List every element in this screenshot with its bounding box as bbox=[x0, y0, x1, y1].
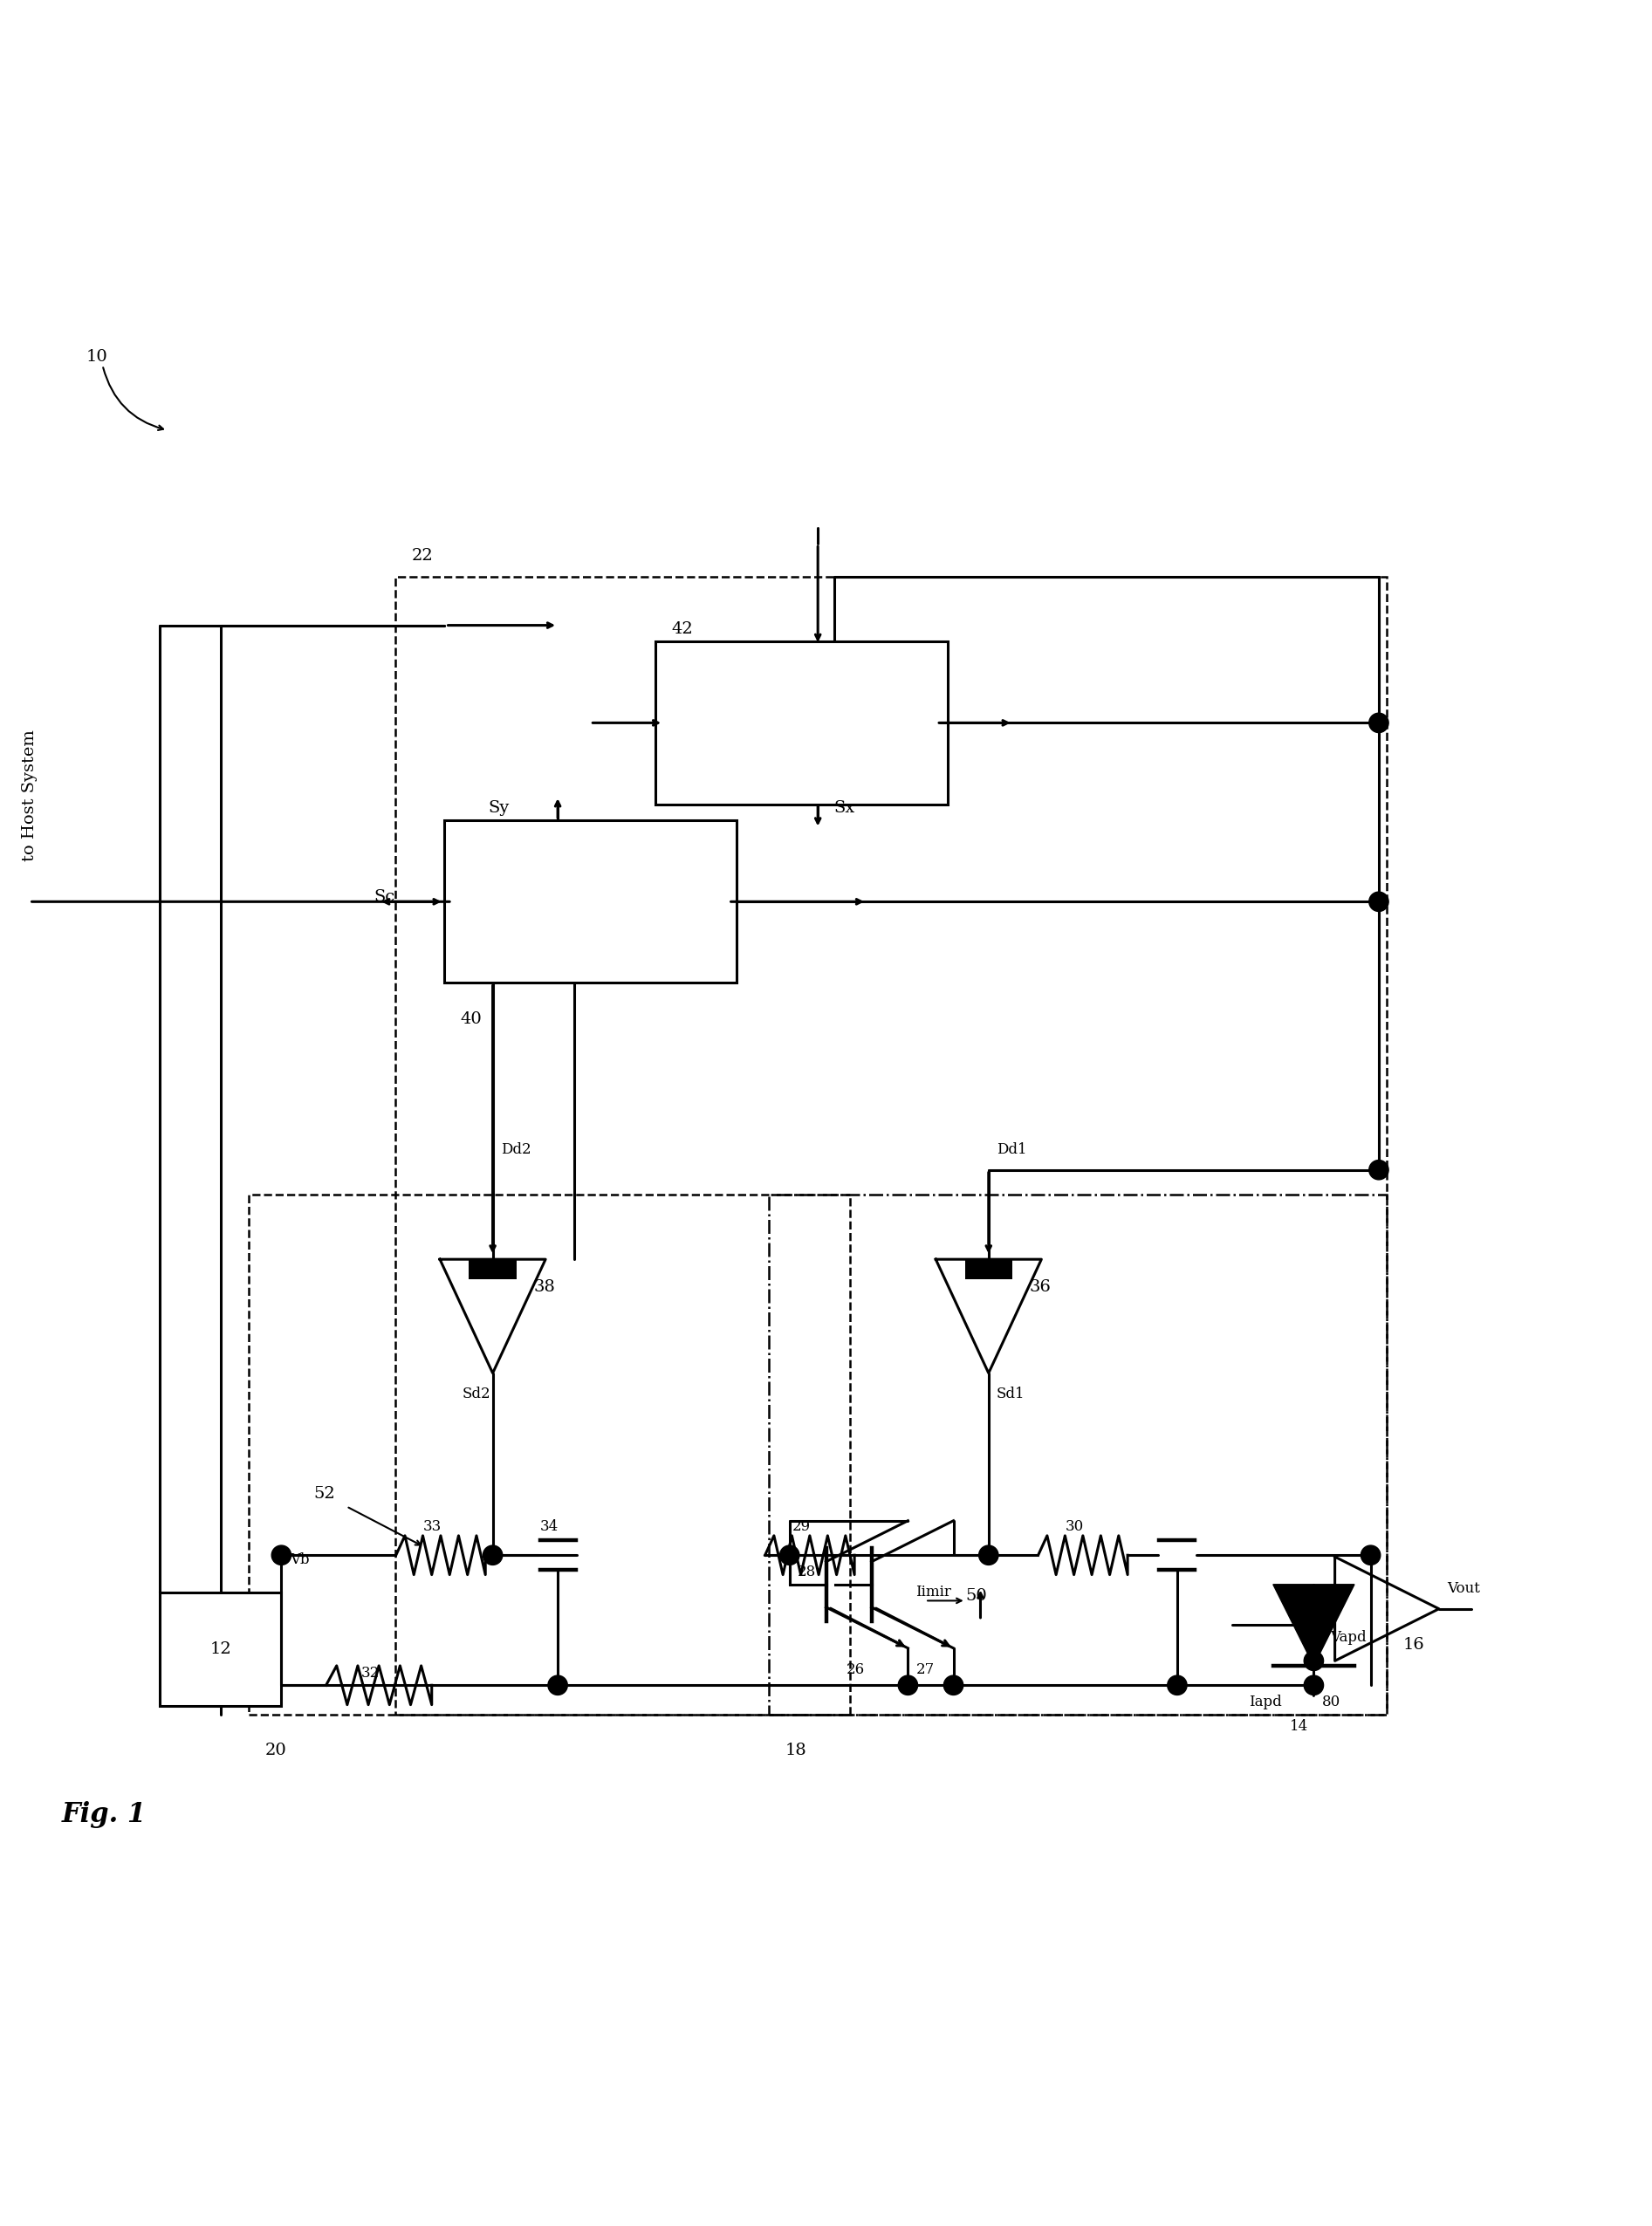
Text: 52: 52 bbox=[314, 1487, 335, 1503]
Text: Dd2: Dd2 bbox=[501, 1142, 530, 1158]
Text: 16: 16 bbox=[1403, 1638, 1424, 1654]
Text: 27: 27 bbox=[915, 1663, 935, 1678]
Circle shape bbox=[1361, 1545, 1381, 1565]
Text: Iimir: Iimir bbox=[915, 1585, 952, 1598]
Text: 80: 80 bbox=[1322, 1694, 1340, 1710]
Text: 20: 20 bbox=[264, 1743, 287, 1759]
Text: 26: 26 bbox=[846, 1663, 864, 1678]
Text: 38: 38 bbox=[534, 1280, 555, 1296]
Circle shape bbox=[1303, 1652, 1323, 1670]
Text: Fig. 1: Fig. 1 bbox=[61, 1801, 147, 1828]
Bar bbox=[656, 641, 948, 804]
Text: 10: 10 bbox=[86, 349, 107, 365]
Text: 33: 33 bbox=[423, 1520, 441, 1534]
Bar bbox=[469, 1260, 517, 1278]
Polygon shape bbox=[1274, 1585, 1355, 1665]
Text: 50: 50 bbox=[966, 1589, 988, 1605]
Text: 32: 32 bbox=[362, 1665, 380, 1681]
Text: 36: 36 bbox=[1029, 1280, 1051, 1296]
Circle shape bbox=[780, 1545, 800, 1565]
Circle shape bbox=[980, 1545, 998, 1565]
Circle shape bbox=[482, 1545, 502, 1565]
Circle shape bbox=[1370, 893, 1389, 910]
Circle shape bbox=[943, 1676, 963, 1694]
Bar bbox=[965, 1260, 1013, 1278]
Text: Sd2: Sd2 bbox=[463, 1387, 491, 1400]
Text: Iapd: Iapd bbox=[1249, 1694, 1282, 1710]
Circle shape bbox=[271, 1545, 291, 1565]
Text: Vout: Vout bbox=[1447, 1580, 1480, 1596]
Text: Vb: Vb bbox=[289, 1552, 309, 1567]
Text: 30: 30 bbox=[1066, 1520, 1084, 1534]
Circle shape bbox=[1303, 1676, 1323, 1694]
Text: Sy: Sy bbox=[487, 799, 509, 815]
Text: 14: 14 bbox=[1289, 1718, 1308, 1734]
Text: to Host System: to Host System bbox=[21, 730, 38, 861]
Text: 29: 29 bbox=[793, 1520, 811, 1534]
Text: 34: 34 bbox=[540, 1520, 558, 1534]
Bar bbox=[444, 821, 737, 984]
Circle shape bbox=[899, 1676, 919, 1694]
Text: Vapd: Vapd bbox=[1330, 1629, 1366, 1645]
Text: Sx: Sx bbox=[834, 799, 856, 815]
Bar bbox=[249, 1195, 851, 1714]
Text: 18: 18 bbox=[785, 1743, 806, 1759]
Circle shape bbox=[1370, 1160, 1389, 1180]
Circle shape bbox=[1370, 712, 1389, 732]
Text: 12: 12 bbox=[210, 1641, 231, 1658]
Text: Sc: Sc bbox=[373, 890, 395, 906]
Text: Sd1: Sd1 bbox=[996, 1387, 1026, 1400]
Bar bbox=[770, 1195, 1388, 1714]
Text: 40: 40 bbox=[461, 1011, 482, 1026]
Text: 22: 22 bbox=[411, 548, 433, 563]
Text: 28: 28 bbox=[798, 1565, 816, 1580]
Circle shape bbox=[1168, 1676, 1186, 1694]
Circle shape bbox=[548, 1676, 568, 1694]
Text: Dd1: Dd1 bbox=[996, 1142, 1028, 1158]
Bar bbox=[159, 1592, 281, 1707]
Bar bbox=[395, 577, 1388, 1714]
Text: 42: 42 bbox=[672, 621, 694, 637]
